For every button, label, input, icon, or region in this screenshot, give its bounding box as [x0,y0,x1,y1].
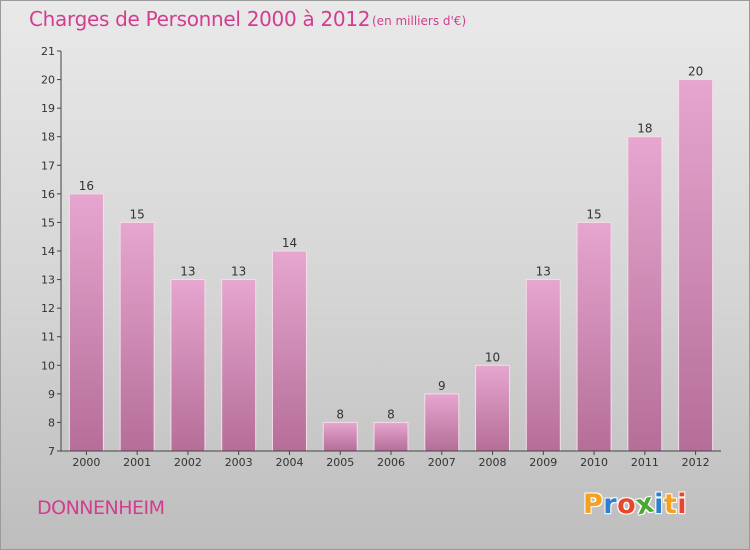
data-label-2012: 20 [688,65,703,79]
data-label-2004: 14 [282,236,297,250]
data-label-2006: 8 [387,407,395,421]
logo-letter: o [617,489,637,520]
x-tick-label-2011: 2011 [631,456,659,469]
data-label-2008: 10 [485,350,500,364]
bar-2012 [678,79,714,452]
data-label-2007: 9 [438,379,446,393]
data-label-2011: 18 [637,122,652,136]
bar-2002 [170,279,206,452]
logo-letter: i [654,489,664,520]
logo-letter: r [603,489,618,520]
x-tick-label-2008: 2008 [479,456,507,469]
x-tick-label-2002: 2002 [174,456,202,469]
chart-title: Charges de Personnel 2000 à 2012 [29,7,371,31]
bar-2003 [221,279,257,452]
y-tick-label-20: 20 [41,74,55,87]
x-tick-label-2010: 2010 [580,456,608,469]
x-tick-label-2012: 2012 [682,456,710,469]
logo-letter: P [583,489,604,520]
bar-2007 [424,393,460,452]
x-tick-label-2005: 2005 [326,456,354,469]
y-tick-label-7: 7 [48,445,55,458]
y-tick-label-13: 13 [41,274,55,287]
y-tick-label-9: 9 [48,388,55,401]
bar-2005 [322,421,358,452]
x-tick-label-2009: 2009 [529,456,557,469]
bar-2006 [373,421,409,452]
data-label-2010: 15 [586,207,601,221]
data-label-2000: 16 [79,179,94,193]
x-tick-label-2004: 2004 [275,456,303,469]
chart-unit: (en milliers d'€) [372,14,467,28]
data-label-2003: 13 [231,265,246,279]
data-label-2005: 8 [336,407,344,421]
bar-2004 [271,250,307,452]
bar-2008 [475,364,511,452]
proxiti-logo: Proxiti [583,487,688,521]
y-tick-label-16: 16 [41,188,55,201]
bar-2010 [576,221,612,452]
commune-name: DONNENHEIM [37,497,165,519]
y-tick-label-17: 17 [41,159,55,172]
y-tick-label-19: 19 [41,102,55,115]
data-label-2001: 15 [130,207,145,221]
y-tick-label-18: 18 [41,131,55,144]
logo-letter: i [677,489,688,520]
logo-letter: t [663,489,678,520]
bar-2000 [68,193,104,452]
x-tick-label-2007: 2007 [428,456,456,469]
y-tick-label-14: 14 [41,245,55,258]
y-tick-label-8: 8 [48,416,55,429]
y-tick-label-12: 12 [41,302,55,315]
x-tick-label-2001: 2001 [123,456,151,469]
y-tick-label-10: 10 [41,359,55,372]
x-tick-label-2006: 2006 [377,456,405,469]
y-tick-label-21: 21 [41,45,55,58]
bar-2009 [525,279,561,452]
bar-2011 [627,136,663,452]
x-tick-label-2000: 2000 [72,456,100,469]
bar-2001 [119,221,155,452]
y-tick-label-11: 11 [41,331,55,344]
data-label-2002: 13 [180,265,195,279]
x-tick-label-2003: 2003 [225,456,253,469]
y-tick-label-15: 15 [41,216,55,229]
data-label-2009: 13 [536,265,551,279]
